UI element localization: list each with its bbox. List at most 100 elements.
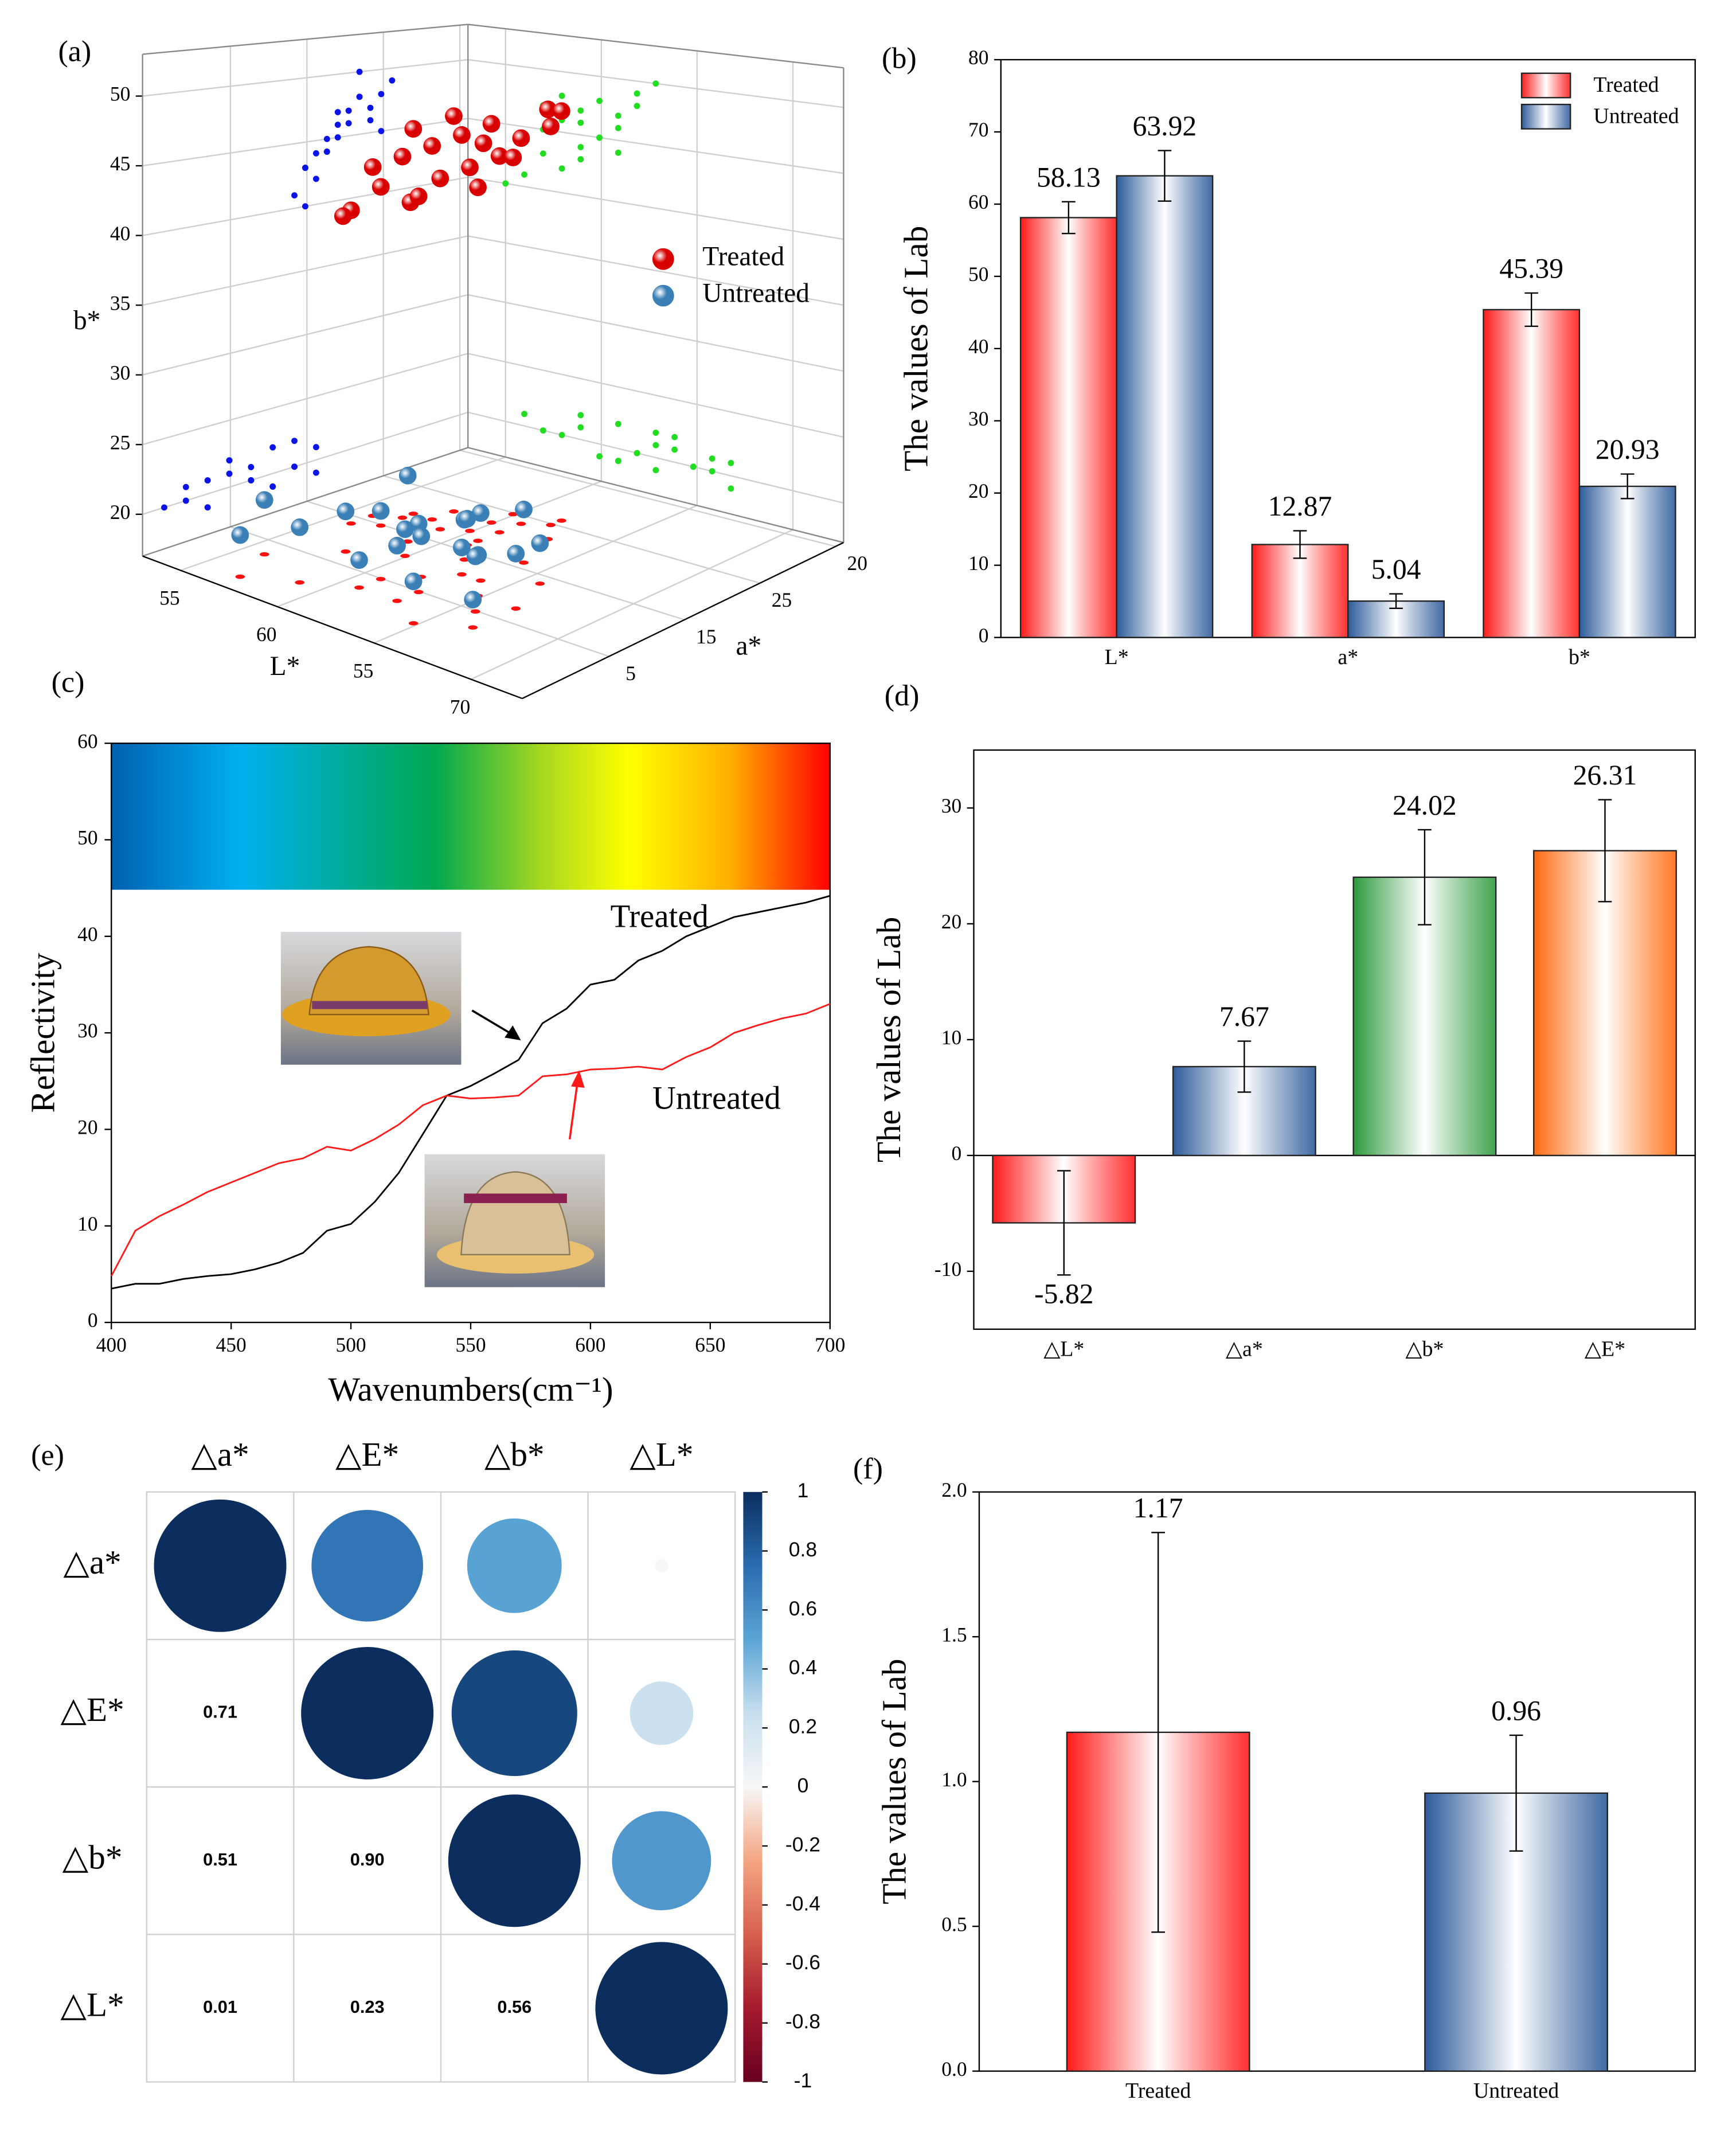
row-label: △E* <box>61 1691 124 1728</box>
projection-left <box>378 128 385 135</box>
grid-line <box>142 294 468 376</box>
bar <box>1251 544 1349 638</box>
projection-right <box>615 458 621 464</box>
grid-line <box>468 176 844 240</box>
corr-circle <box>655 1559 668 1572</box>
value-label: 7.67 <box>1219 1001 1269 1032</box>
projection-floor <box>449 509 459 514</box>
point <box>404 120 423 138</box>
x-tick-label: Treated <box>1125 2079 1191 2103</box>
point <box>539 100 557 119</box>
floor-grid <box>383 475 761 584</box>
projection-right <box>709 468 715 475</box>
column-label: △a* <box>191 1435 249 1473</box>
projection-floor <box>546 522 556 528</box>
grid-line <box>142 235 468 306</box>
projection-floor <box>376 523 386 528</box>
y-tick-label: 20 <box>941 910 961 933</box>
projection-floor <box>511 606 521 611</box>
projection-left <box>323 135 330 142</box>
value-label: 0.96 <box>1491 1695 1541 1726</box>
projection-right <box>539 150 546 157</box>
legend-label: Untreated <box>702 278 810 308</box>
legend-label: Untreated <box>1593 104 1679 128</box>
projection-left <box>302 165 308 171</box>
point <box>482 115 501 133</box>
projection-left <box>312 175 319 182</box>
projection-floor <box>354 585 364 590</box>
y-tick-label: 20 <box>968 479 988 502</box>
colorbar-tick-label: -0.4 <box>785 1892 820 1915</box>
projection-left <box>367 117 374 124</box>
projection-right <box>728 459 734 466</box>
x-tick-label: Untreated <box>1473 2079 1559 2103</box>
point <box>553 102 570 120</box>
point <box>490 147 509 165</box>
point <box>464 591 482 608</box>
point <box>453 538 471 557</box>
projection-left <box>345 107 352 114</box>
projection-floor <box>413 590 424 595</box>
projection-floor <box>473 538 483 543</box>
y-tick-label: 2.0 <box>941 1478 967 1501</box>
grid-line <box>468 353 844 438</box>
value-label: 1.17 <box>1133 1492 1183 1524</box>
point <box>461 158 479 177</box>
projection-floor <box>408 512 419 516</box>
projection-left <box>226 457 233 464</box>
grid-line <box>468 235 844 306</box>
projection-right <box>577 119 584 126</box>
x-tick-label: △b* <box>1405 1337 1444 1361</box>
point <box>334 207 352 225</box>
x-tick-label: 650 <box>695 1333 725 1356</box>
corr-circle <box>595 1942 728 2075</box>
x-tick-label: b* <box>1569 645 1590 669</box>
axis-line <box>142 555 523 700</box>
projection-right <box>615 112 621 119</box>
projection-right <box>577 424 584 431</box>
point <box>466 547 484 565</box>
y-tick-label: 0.0 <box>941 2058 967 2080</box>
projection-floor <box>341 549 351 554</box>
point <box>398 467 417 485</box>
projection-right <box>596 97 603 104</box>
series-line <box>111 895 831 1290</box>
projection-floor <box>435 527 445 532</box>
panel-label: (f) <box>853 1453 883 1485</box>
colorbar-tick-label: 0.2 <box>789 1715 817 1738</box>
y-tick-label: 0 <box>979 624 989 647</box>
x-tick-label: a* <box>1338 645 1358 669</box>
box-edge <box>142 447 468 557</box>
point <box>393 147 412 166</box>
floor-grid <box>306 501 685 620</box>
corr-value: 0.01 <box>203 1997 237 2017</box>
projection-left <box>334 134 341 141</box>
projection-right <box>615 149 621 156</box>
y-tick-label: 20 <box>77 1116 97 1139</box>
panel-label: (a) <box>58 36 91 68</box>
projection-floor <box>402 539 413 544</box>
y-tick-label: 1.0 <box>941 1768 967 1791</box>
point <box>412 527 431 545</box>
projection-right <box>577 107 584 114</box>
y-tick-label: 10 <box>77 1212 97 1235</box>
spectrum-band <box>111 743 830 890</box>
y-tick-label: 60 <box>968 190 988 213</box>
floor-grid <box>374 505 698 644</box>
projection-right <box>615 420 621 427</box>
projection-right <box>558 432 565 438</box>
projection-left <box>302 203 308 210</box>
projection-right <box>671 446 678 453</box>
y-tick-label: 1.5 <box>941 1623 967 1646</box>
corr-circle <box>311 1510 423 1622</box>
corr-value: 0.51 <box>203 1849 237 1869</box>
grid-line <box>467 411 844 504</box>
column-label: △L* <box>630 1435 693 1473</box>
projection-floor <box>427 517 437 522</box>
projection-floor <box>400 553 410 559</box>
annotation: Untreated <box>652 1080 781 1117</box>
x-tick-label: 70 <box>450 696 470 719</box>
y-axis-label: The values of Lab <box>897 226 935 471</box>
point <box>396 520 414 538</box>
colorbar-tick-label: 0.6 <box>789 1597 817 1620</box>
